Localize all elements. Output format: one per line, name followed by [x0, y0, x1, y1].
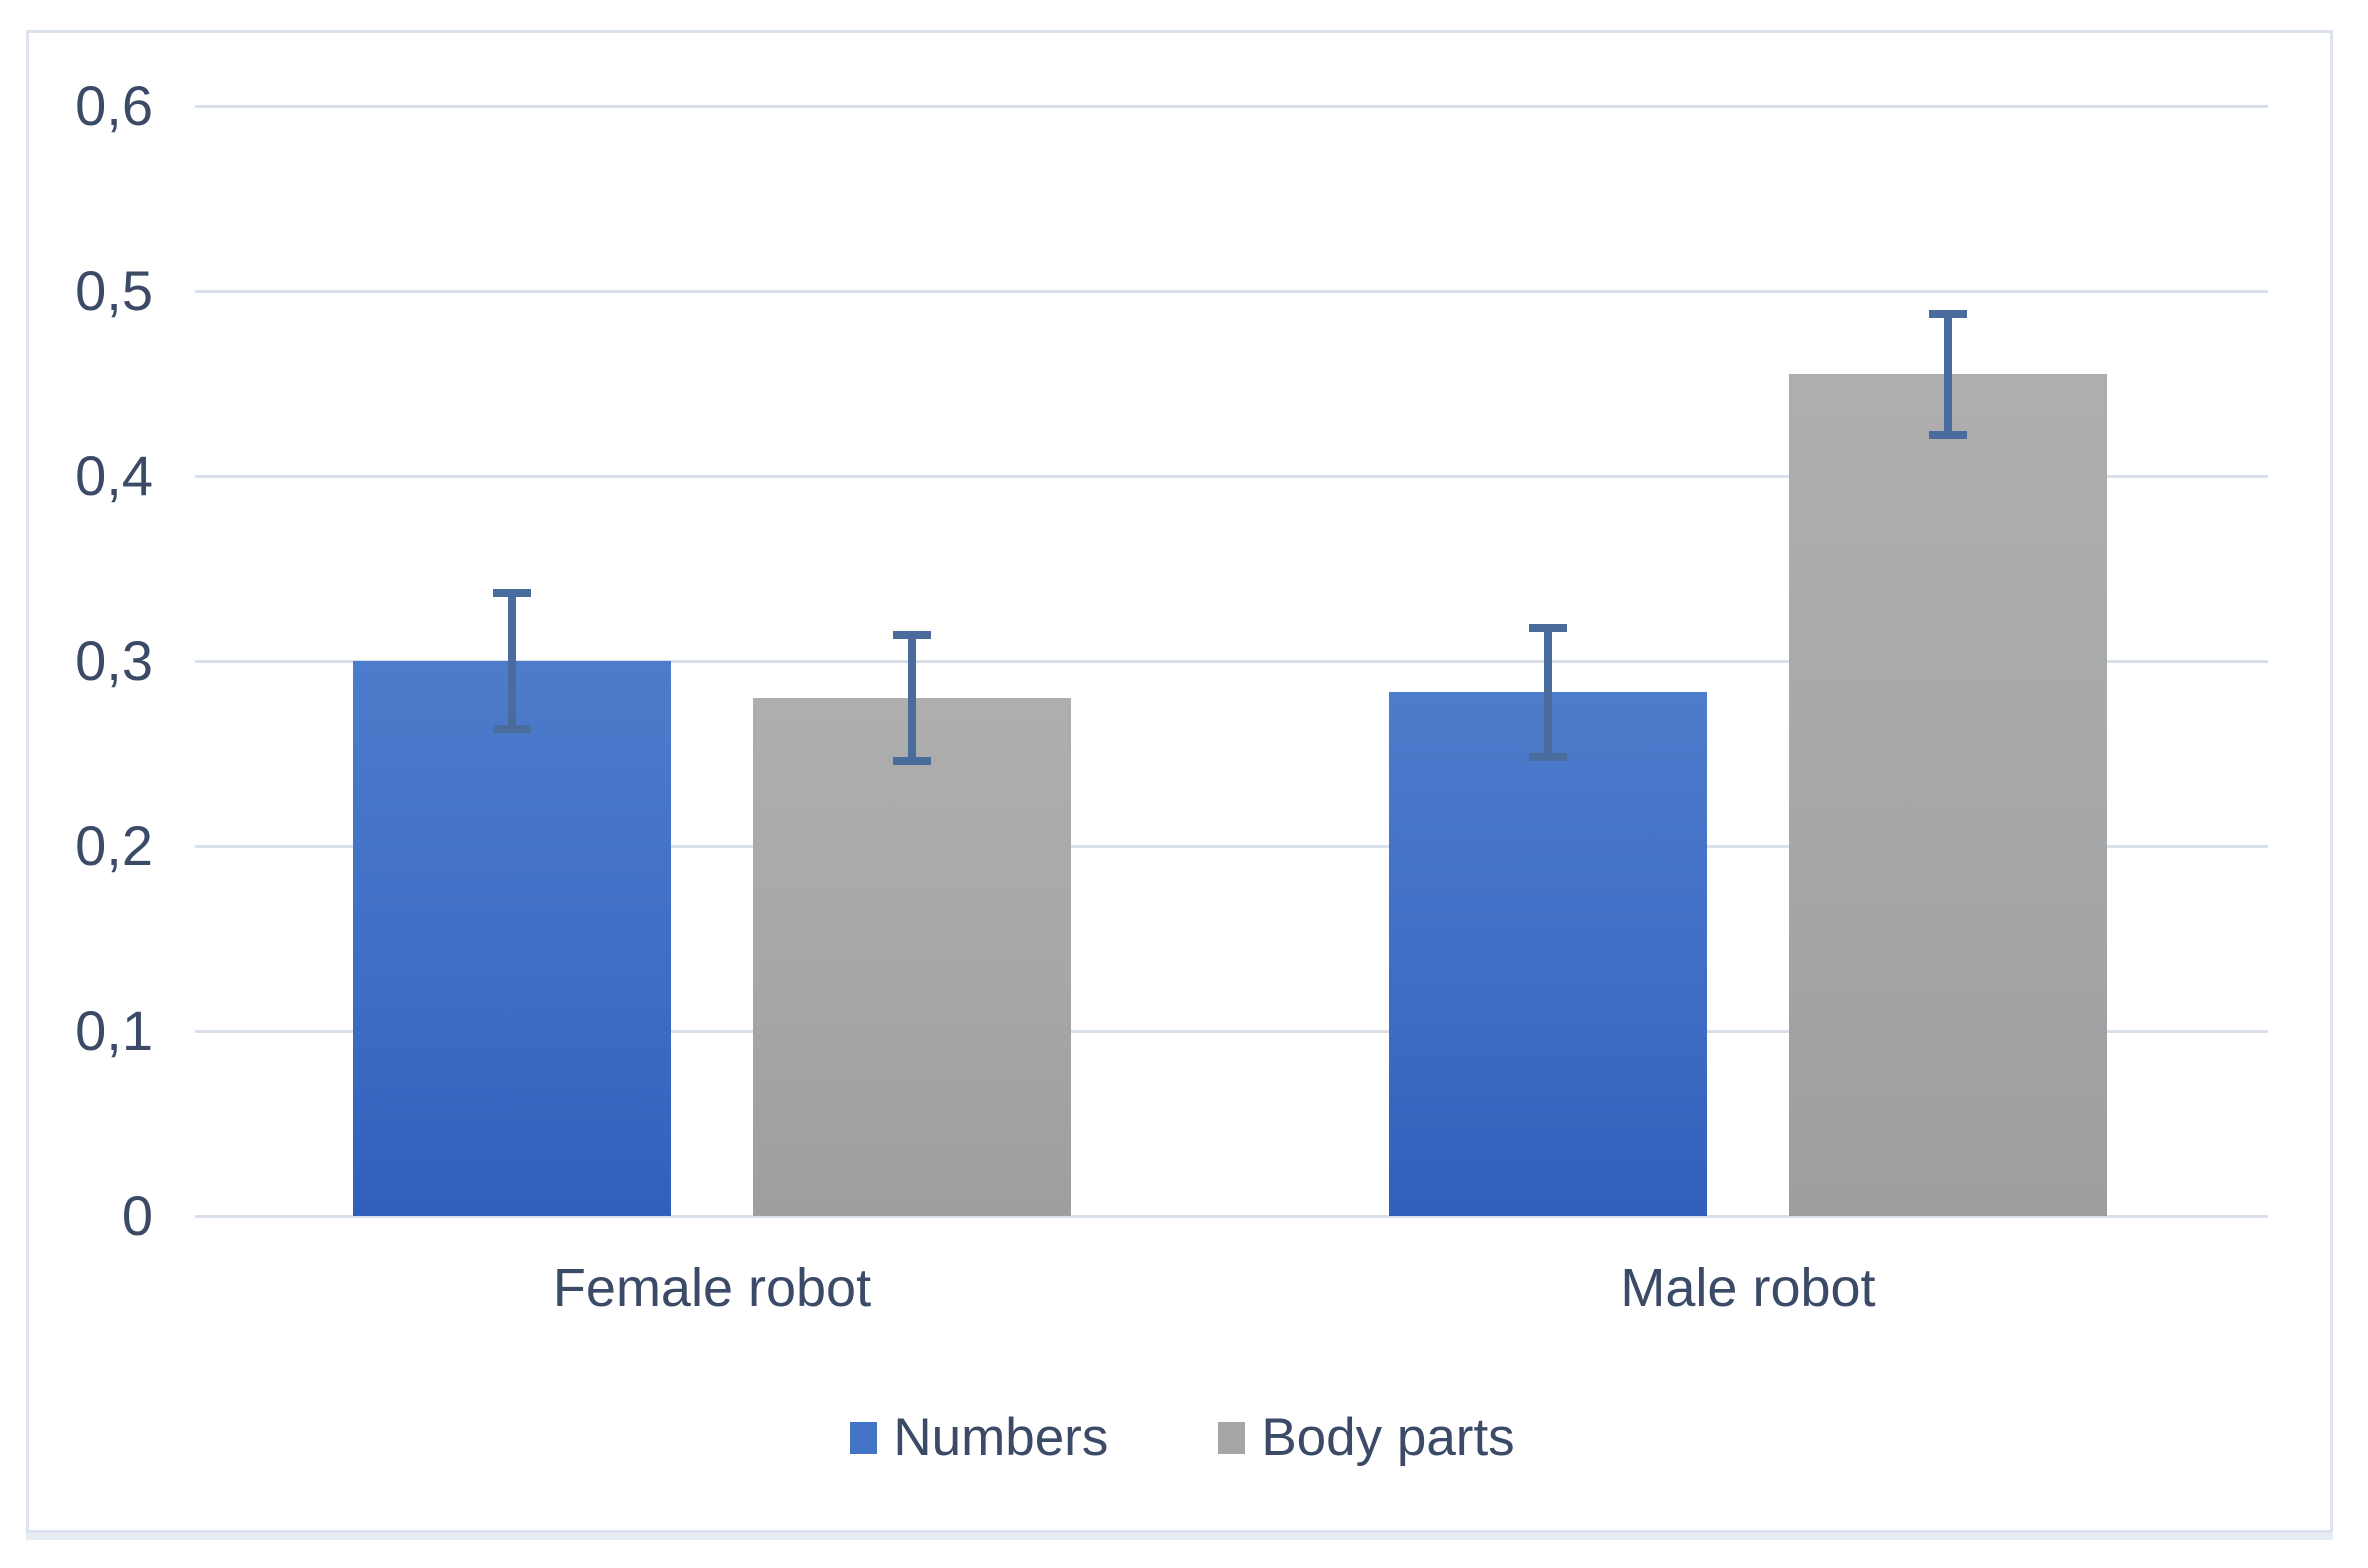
y-tick-label: 0,1 [75, 999, 153, 1062]
gridline [195, 105, 2268, 108]
y-tick-label: 0,6 [75, 74, 153, 137]
legend-swatch-icon [850, 1421, 878, 1454]
error-bar-stem [1544, 624, 1552, 761]
error-bar-stem [908, 631, 916, 765]
y-tick-label: 0,3 [75, 629, 153, 692]
error-bar-cap-bottom [493, 725, 531, 734]
y-tick-label: 0,4 [75, 444, 153, 507]
error-bar-cap-top [893, 631, 931, 640]
gridline [195, 1215, 2268, 1218]
bar-numbers-male-robot [1389, 692, 1707, 1216]
error-bar [1929, 309, 1967, 439]
bar-body-parts-male-robot [1789, 374, 2107, 1216]
error-bar-cap-top [1929, 309, 1967, 318]
y-tick-label: 0 [121, 1184, 153, 1247]
legend-label: Body parts [1261, 1408, 1515, 1467]
chart-frame: 0 0,1 0,2 0,3 0,4 0,5 0,6 Female robot Male rob… [26, 30, 2333, 1533]
gridline [195, 845, 2268, 848]
gridline [195, 1030, 2268, 1033]
bar-body-parts-female-robot [753, 698, 1071, 1216]
gridline [195, 475, 2268, 478]
error-bar [493, 588, 531, 734]
x-category-label: Female robot [552, 1258, 872, 1318]
error-bar-cap-bottom [893, 756, 931, 765]
error-bar-stem [508, 588, 516, 734]
error-bar-cap-top [493, 588, 531, 597]
gridline [195, 290, 2268, 293]
legend-item-body-parts: Body parts [1218, 1408, 1515, 1467]
bar-numbers-female-robot [353, 661, 671, 1216]
legend-item-numbers: Numbers [850, 1411, 1108, 1464]
error-bar-stem [1944, 309, 1952, 439]
error-bar [893, 631, 931, 765]
error-bar-cap-top [1529, 624, 1567, 632]
legend-swatch-icon [1218, 1421, 1246, 1454]
y-tick-label: 0,5 [75, 259, 153, 322]
error-bar-cap-bottom [1929, 431, 1967, 439]
error-bar [1529, 624, 1567, 761]
gridline [195, 660, 2268, 663]
legend-label: Numbers [893, 1408, 1109, 1467]
error-bar-cap-bottom [1529, 752, 1567, 761]
x-category-label: Male robot [1620, 1258, 1876, 1318]
y-tick-label: 0,2 [75, 814, 153, 877]
legend: Numbers Body parts [29, 1411, 2336, 1464]
